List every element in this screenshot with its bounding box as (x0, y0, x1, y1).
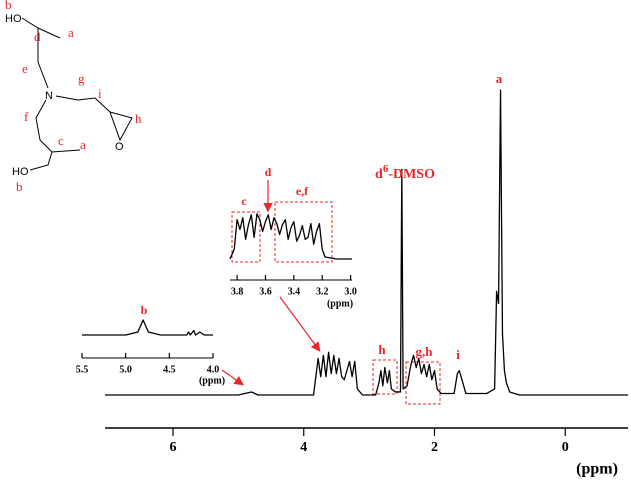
atom-label: h (135, 111, 142, 126)
spectrum (82, 319, 213, 336)
peak-label: e,f (296, 184, 309, 198)
atom-label: i (98, 86, 102, 101)
bond (29, 151, 53, 171)
x-tick-label: 3.4 (288, 286, 301, 297)
x-tick-label: 3.2 (316, 286, 329, 297)
peak-label: i (456, 347, 460, 362)
peak-label: a (496, 71, 503, 86)
arrows (221, 180, 321, 386)
peak-label: g,h (416, 344, 434, 359)
x-tick-label: 3.8 (231, 286, 244, 297)
epoxide-ring (109, 111, 133, 142)
x-axis-label: (ppm) (327, 298, 353, 309)
x-tick-label: 0 (562, 440, 569, 455)
x-axis-label: (ppm) (576, 461, 618, 478)
peak-label-part: d (375, 167, 383, 182)
atom-label: c (58, 133, 64, 148)
x-tick-label: 5.5 (76, 364, 89, 375)
arrow (221, 369, 244, 386)
atom-label: b (16, 179, 23, 194)
x-tick-label: 6 (169, 440, 176, 455)
peak-label: d (265, 165, 272, 179)
bond (21, 17, 61, 39)
x-tick-label: 3.0 (344, 286, 357, 297)
x-tick-label: 5.0 (119, 364, 132, 375)
atom-label: a (68, 25, 74, 40)
x-tick-label: 3.6 (259, 286, 272, 297)
highlight-boxes (231, 201, 441, 405)
atom: HO (12, 166, 29, 178)
atom-label: e (22, 61, 28, 76)
spectrum (229, 213, 352, 260)
atom: HO (5, 13, 22, 25)
atom-label: a (80, 137, 86, 152)
bond (55, 95, 111, 113)
peak-label-part: -DMSO (388, 167, 435, 182)
peak-label: d6-DMSO (375, 163, 435, 183)
atom-label: b (5, 0, 12, 12)
bond (37, 28, 49, 89)
box (372, 359, 398, 395)
atom-label: d (34, 29, 41, 44)
x-tick-label: 4 (300, 440, 307, 455)
peak-label: h (378, 342, 386, 357)
atom: N (45, 90, 53, 102)
structure-bonds (21, 17, 133, 171)
peak-label: b (141, 303, 148, 317)
peak-label-sup: 6 (383, 163, 389, 175)
bond (35, 99, 81, 153)
atom: O (115, 141, 124, 153)
box (274, 201, 333, 263)
peak-label: c (241, 194, 247, 208)
x-tick-label: 2 (431, 440, 438, 455)
spectrum (105, 89, 628, 396)
x-tick-label: 4.0 (207, 364, 220, 375)
atom-label: f (24, 109, 29, 124)
x-tick-label: 4.5 (163, 364, 176, 375)
box (231, 211, 261, 263)
atom-label: g (78, 71, 85, 86)
x-axis-label: (ppm) (199, 375, 225, 386)
arrow (279, 296, 321, 352)
box (405, 361, 441, 405)
